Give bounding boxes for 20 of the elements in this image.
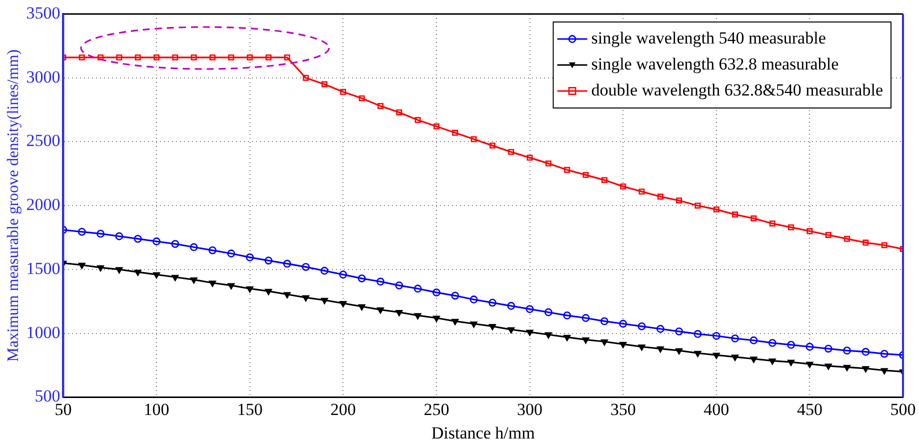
legend-label: single wavelength 632.8 measurable xyxy=(591,54,839,74)
y-tick-label: 1000 xyxy=(26,322,60,342)
y-tick-label: 3000 xyxy=(26,67,60,86)
x-tick-label: 300 xyxy=(517,400,543,419)
y-axis-title: Maximum measurable groove density(lines/mm) xyxy=(4,49,22,362)
x-tick-label: 200 xyxy=(330,400,356,419)
y-tick-label: 2500 xyxy=(26,131,60,150)
x-tick-label: 400 xyxy=(704,400,730,419)
legend-label: double wavelength 632.8&540 measurable xyxy=(591,80,884,100)
legend-label: single wavelength 540 measurable xyxy=(591,28,826,48)
x-tick-label: 450 xyxy=(796,400,822,419)
y-tick-label: 3500 xyxy=(26,3,60,22)
x-tick-label: 350 xyxy=(610,400,636,419)
x-axis-title: Distance h/mm xyxy=(431,423,535,442)
x-tick-label: 150 xyxy=(237,400,263,419)
y-tick-label: 2000 xyxy=(26,195,60,214)
x-tick-label: 250 xyxy=(424,400,450,419)
x-tick-label: 100 xyxy=(144,400,170,419)
y-tick-label: 1500 xyxy=(26,258,60,278)
x-tick-label: 500 xyxy=(890,400,916,419)
